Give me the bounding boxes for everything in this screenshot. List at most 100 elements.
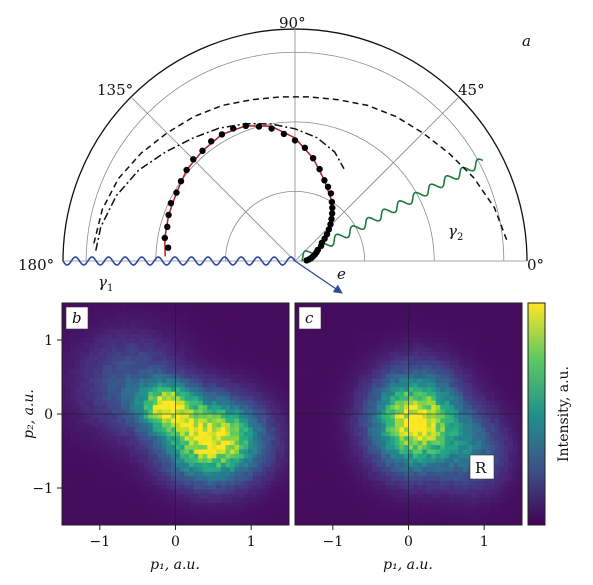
- heatmap-cell: [417, 351, 423, 357]
- heatmap-cell: [180, 405, 185, 410]
- heatmap-cell: [512, 320, 518, 326]
- heatmap-cell: [376, 320, 382, 326]
- heatmap-cell: [376, 453, 382, 459]
- heatmap-cell: [202, 307, 208, 313]
- heatmap-cell: [399, 449, 405, 455]
- heatmap-cell: [66, 458, 72, 464]
- polar-data-point: [268, 125, 275, 132]
- heatmap-cell: [331, 329, 337, 335]
- heatmap-cell: [216, 334, 222, 339]
- heatmap-cell: [453, 467, 459, 473]
- heatmap-cell: [170, 516, 176, 521]
- heatmap-cell: [107, 480, 113, 486]
- heatmap-cell: [134, 400, 140, 406]
- heatmap-cell: [75, 329, 81, 335]
- heatmap-cell: [266, 338, 272, 344]
- heatmap-cell: [266, 516, 272, 521]
- heatmap-cell: [399, 382, 405, 388]
- heatmap-cell: [143, 400, 149, 406]
- heatmap-cell: [313, 391, 319, 397]
- heatmap-cell: [102, 436, 108, 441]
- heatmap-cell: [462, 405, 468, 410]
- heatmap-cell: [431, 351, 437, 357]
- heatmap-cell: [180, 467, 185, 473]
- heatmap-cell: [161, 449, 167, 455]
- heatmap-cell: [125, 462, 131, 468]
- heatmap-cell: [139, 329, 145, 335]
- heatmap-cell: [340, 316, 346, 322]
- heatmap-cell: [111, 307, 117, 313]
- heatmap-cell: [239, 489, 244, 495]
- heatmap-cell: [331, 493, 337, 499]
- heatmap-cell: [234, 329, 240, 335]
- heatmap-cell: [376, 511, 382, 517]
- heatmap-cell: [440, 453, 446, 459]
- heatmap-cell: [453, 369, 459, 375]
- heatmap-cell: [102, 516, 108, 521]
- heatmap-cell: [494, 396, 500, 402]
- heatmap-cell: [261, 453, 267, 459]
- heatmap-cell: [453, 489, 459, 495]
- heatmap-cell: [180, 334, 185, 339]
- heatmap-cell: [243, 520, 249, 526]
- heatmap-cell: [152, 489, 158, 495]
- heatmap-cell: [234, 409, 240, 415]
- heatmap-cell: [299, 502, 305, 508]
- heatmap-cell: [485, 391, 491, 397]
- heatmap-cell: [261, 436, 267, 441]
- heatmap-cell: [326, 325, 332, 330]
- heatmap-cell: [175, 480, 181, 486]
- heatmap-cell: [385, 316, 391, 322]
- heatmap-cell: [494, 427, 500, 433]
- heatmap-cell: [349, 418, 355, 424]
- heatmap-cell: [198, 485, 204, 490]
- heatmap-cell: [257, 334, 263, 339]
- heatmap-cell: [202, 471, 208, 477]
- heatmap-cell: [499, 351, 505, 357]
- heatmap-cell: [180, 325, 185, 330]
- heatmap-cell: [261, 342, 267, 348]
- heatmap-cell: [331, 391, 337, 397]
- heatmap-cell: [399, 476, 405, 481]
- heatmap-cell: [148, 400, 154, 406]
- heatmap-cell: [270, 347, 276, 353]
- heatmap-cell: [440, 365, 446, 370]
- heatmap-cell: [189, 356, 195, 362]
- heatmap-cell: [322, 316, 328, 322]
- heatmap-cell: [381, 511, 387, 517]
- heatmap-cell: [467, 347, 473, 353]
- heatmap-cell: [84, 520, 90, 526]
- heatmap-cell: [111, 445, 117, 450]
- heatmap-cell: [143, 520, 149, 526]
- heatmap-cell: [458, 360, 464, 366]
- heatmap-cell: [304, 400, 309, 406]
- heatmap-cell: [499, 409, 505, 415]
- heatmap-cell: [354, 414, 359, 419]
- heatmap-cell: [444, 422, 450, 428]
- heatmap-cell: [508, 462, 514, 468]
- heatmap-cell: [426, 471, 432, 477]
- heatmap-cell: [381, 436, 387, 441]
- heatmap-cell: [335, 378, 341, 384]
- heatmap-cell: [225, 436, 231, 441]
- heatmap-cell: [229, 351, 235, 357]
- polar-data-point: [291, 137, 299, 144]
- heatmap-cell: [252, 347, 258, 353]
- heatmap-cell: [385, 507, 391, 513]
- heatmap-cell: [385, 351, 391, 357]
- heatmap-cell: [308, 391, 314, 397]
- heatmap-cell: [62, 387, 67, 393]
- heatmap-cell: [216, 427, 222, 433]
- heatmap-cell: [225, 396, 231, 402]
- heatmap-cell: [130, 493, 135, 499]
- heatmap-cell: [229, 307, 235, 313]
- heatmap-cell: [476, 378, 482, 384]
- heatmap-cell: [308, 334, 314, 339]
- heatmap-cell: [326, 422, 332, 428]
- heatmap-cell: [225, 334, 231, 339]
- heatmap-cell: [175, 440, 181, 446]
- heatmap-cell: [275, 422, 281, 428]
- heatmap-cell: [481, 342, 487, 348]
- heatmap-cell: [317, 511, 323, 517]
- heatmap-cell: [363, 351, 368, 357]
